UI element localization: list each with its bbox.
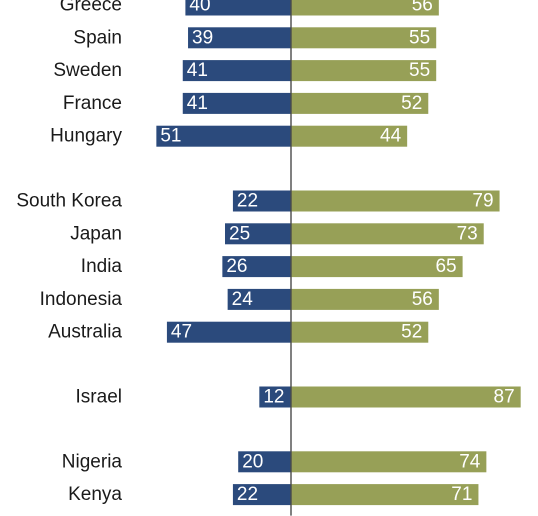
row-indonesia: Indonesia 24 56 <box>40 288 439 310</box>
right-value-label-spain: 55 <box>409 27 430 48</box>
left-bar-south-korea <box>232 190 291 212</box>
right-bar-spain <box>291 27 437 49</box>
left-value-label-hungary: 51 <box>160 126 181 147</box>
left-bar-sweden <box>182 60 291 82</box>
row-india: India 26 65 <box>81 256 463 278</box>
country-label-spain: Spain <box>73 27 122 48</box>
row-spain: Spain 39 55 <box>73 27 437 49</box>
row-south-korea: South Korea 22 79 <box>16 190 500 212</box>
right-value-label-greece: 56 <box>412 0 433 16</box>
country-label-australia: Australia <box>48 322 122 343</box>
right-bar-greece <box>291 0 439 16</box>
right-value-label-kenya: 71 <box>451 484 472 505</box>
right-value-label-nigeria: 74 <box>459 451 481 472</box>
left-value-label-france: 41 <box>187 93 208 114</box>
left-value-label-south-korea: 22 <box>237 191 258 212</box>
left-bar-india <box>222 256 291 278</box>
left-bar-indonesia <box>227 288 291 310</box>
row-japan: Japan 25 73 <box>70 223 484 245</box>
left-value-label-kenya: 22 <box>237 484 258 505</box>
left-value-label-spain: 39 <box>192 27 213 48</box>
row-kenya: Kenya 22 71 <box>68 484 479 506</box>
right-bar-sweden <box>291 60 437 82</box>
left-bar-hungary <box>156 125 291 147</box>
left-value-label-sweden: 41 <box>187 60 208 81</box>
left-bar-greece <box>185 0 291 16</box>
right-bar-japan <box>291 223 484 245</box>
right-bar-france <box>291 92 429 114</box>
row-nigeria: Nigeria 20 74 <box>62 451 487 473</box>
left-bar-japan <box>225 223 291 245</box>
row-israel: Israel 12 87 <box>76 386 521 408</box>
country-label-south-korea: South Korea <box>16 191 122 212</box>
right-bar-kenya <box>291 484 479 506</box>
left-value-label-india: 26 <box>226 256 247 277</box>
left-bar-spain <box>188 27 291 49</box>
country-label-sweden: Sweden <box>53 60 122 81</box>
right-value-label-france: 52 <box>401 93 422 114</box>
right-value-label-hungary: 44 <box>380 126 402 147</box>
right-bar-australia <box>291 321 429 343</box>
country-label-france: France <box>63 93 122 114</box>
country-label-hungary: Hungary <box>50 126 122 147</box>
left-value-label-nigeria: 20 <box>242 451 263 472</box>
right-bar-nigeria <box>291 451 487 473</box>
left-bar-australia <box>166 321 291 343</box>
right-value-label-sweden: 55 <box>409 60 430 81</box>
right-value-label-india: 65 <box>435 256 456 277</box>
row-sweden: Sweden 41 55 <box>53 60 437 82</box>
country-label-greece: Greece <box>60 0 122 16</box>
right-bar-israel <box>291 386 521 408</box>
left-value-label-israel: 12 <box>263 387 284 408</box>
left-value-label-japan: 25 <box>229 223 250 244</box>
right-value-label-australia: 52 <box>401 322 422 343</box>
row-australia: Australia 47 52 <box>48 321 429 343</box>
left-value-label-indonesia: 24 <box>232 289 254 310</box>
left-bar-nigeria <box>238 451 291 473</box>
country-label-indonesia: Indonesia <box>40 289 123 310</box>
row-greece: Greece 40 56 <box>60 0 439 16</box>
right-bar-indonesia <box>291 288 439 310</box>
left-bar-france <box>182 92 291 114</box>
country-label-kenya: Kenya <box>68 484 122 505</box>
right-value-label-indonesia: 56 <box>412 289 433 310</box>
row-hungary: Hungary 51 44 <box>50 125 408 147</box>
left-bar-israel <box>259 386 291 408</box>
country-label-india: India <box>81 256 123 277</box>
right-bar-india <box>291 256 463 278</box>
right-bar-south-korea <box>291 190 500 212</box>
row-france: France 41 52 <box>63 92 429 114</box>
country-label-israel: Israel <box>76 387 122 408</box>
right-value-label-south-korea: 79 <box>472 191 493 212</box>
left-value-label-greece: 40 <box>189 0 210 16</box>
country-label-japan: Japan <box>70 223 122 244</box>
right-value-label-japan: 73 <box>457 223 478 244</box>
left-bar-kenya <box>232 484 291 506</box>
left-value-label-australia: 47 <box>171 322 192 343</box>
right-value-label-israel: 87 <box>494 387 515 408</box>
country-label-nigeria: Nigeria <box>62 451 123 472</box>
right-bar-hungary <box>291 125 408 147</box>
